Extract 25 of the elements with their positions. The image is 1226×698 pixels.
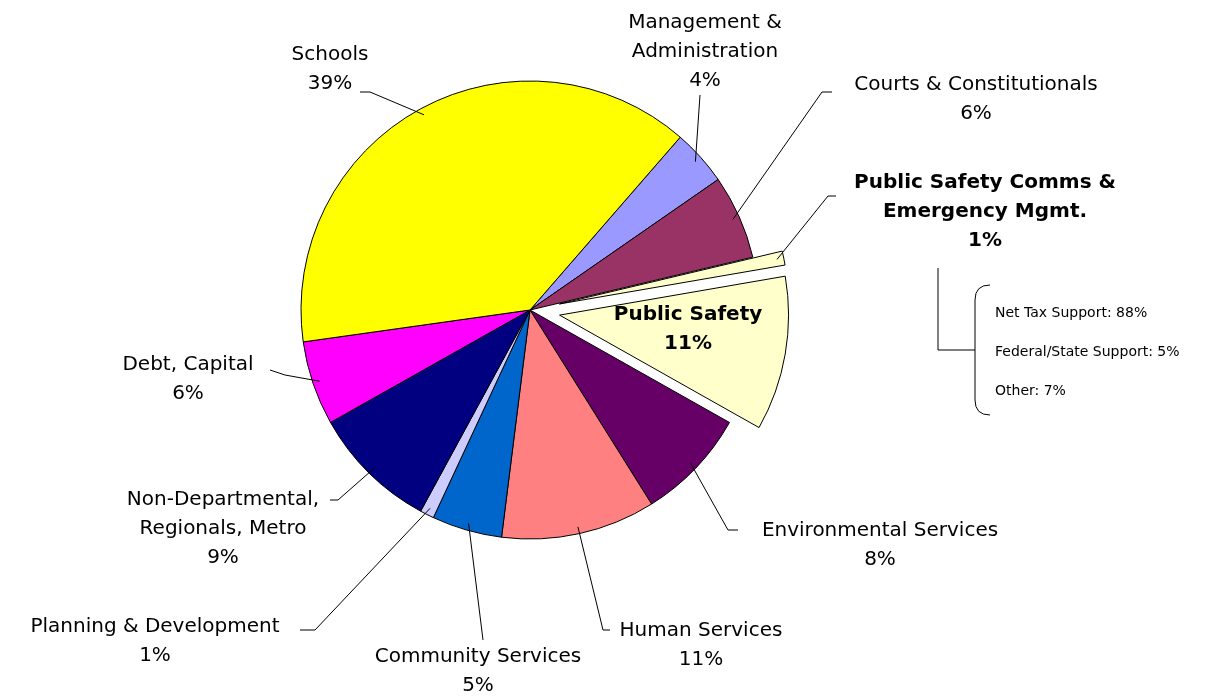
text: Other: 7% [995,382,1066,398]
data-label: 5% [462,672,494,696]
text: Net Tax Support: 88% [995,304,1148,320]
slice-label: Schools [291,41,369,65]
slice-label: Debt, Capital [122,351,254,375]
data-label: 1% [968,227,1002,251]
data-label: 39% [307,70,353,94]
data-label: 6% [960,100,992,124]
slice-label: Planning & Development [30,613,280,637]
slice-label: Management & Administration [628,9,782,62]
data-label: 6% [172,380,204,404]
data-label: 11% [678,646,724,670]
slice-label: Human Services [619,617,783,641]
slice-label: Community Services [374,643,582,667]
slice-label: Environmental Services [761,517,999,541]
data-label: 11% [664,330,712,354]
slice-label: Non-Departmental, Regionals, Metro [126,486,320,539]
data-label: 8% [864,546,896,570]
text: Federal/State Support: 5% [995,343,1180,359]
slice-label: Public Safety [613,301,763,325]
data-label: 1% [139,642,171,666]
data-label: 4% [689,67,721,91]
data-label: 9% [207,544,239,568]
slice-label: Courts & Constitutionals [854,71,1098,95]
slice-label: Public Safety Comms & Emergency Mgmt. [854,169,1116,222]
